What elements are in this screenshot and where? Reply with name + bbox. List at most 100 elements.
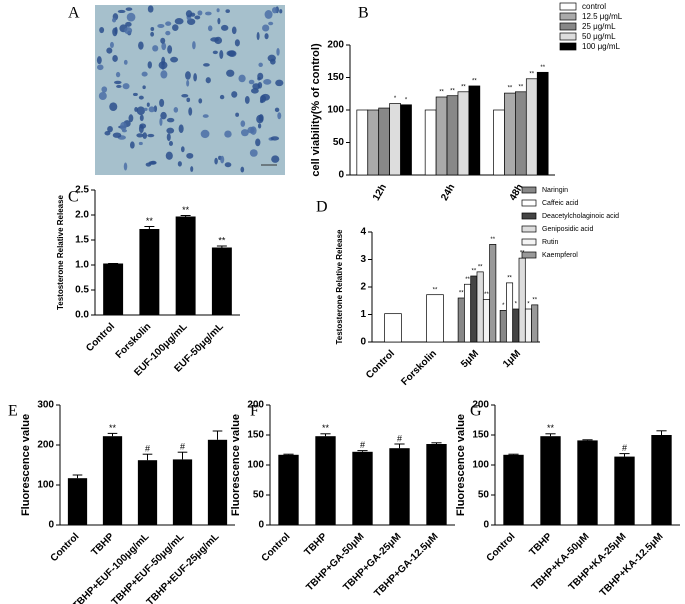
bar (614, 456, 635, 525)
x-tick-label: 1μM (501, 348, 523, 370)
bar (435, 96, 448, 176)
x-tick-label: 5μM (459, 348, 481, 370)
x-tick-label: TBHP (302, 531, 329, 558)
panel-label: E (8, 403, 18, 420)
y-tick-label: 200 (37, 440, 54, 451)
cell (120, 121, 127, 131)
y-tick-label: 3 (360, 254, 366, 265)
cell (122, 83, 130, 90)
x-tick-label: TBHP+KA-12.5μM (598, 531, 666, 599)
x-tick-label: Control (364, 348, 397, 381)
bar (384, 313, 402, 343)
y-tick-label: 0 (258, 520, 264, 531)
cell (210, 37, 219, 42)
significance-label: ** (218, 235, 226, 245)
cell (214, 157, 218, 165)
bar (389, 448, 410, 525)
y-axis-label: Testosterone Relative Release (335, 229, 344, 345)
legend-swatch (521, 212, 537, 220)
cell (264, 10, 273, 19)
cell (200, 129, 210, 139)
x-tick-label: Control (485, 531, 518, 564)
cell (198, 98, 203, 104)
cell (220, 24, 229, 31)
significance-label: * (502, 303, 505, 309)
significance-label: ** (182, 205, 190, 215)
significance-label: ** (490, 237, 495, 243)
cell (161, 42, 167, 51)
cell (224, 130, 232, 138)
legend-swatch (559, 12, 577, 21)
cell (193, 73, 197, 82)
cell (205, 11, 212, 16)
bar (426, 294, 444, 343)
y-tick-label: 150 (247, 430, 264, 441)
cell (123, 162, 128, 171)
cell (277, 112, 282, 120)
cell (202, 114, 209, 118)
significance-label: * (527, 302, 530, 308)
cell (172, 24, 179, 32)
cell (114, 80, 122, 85)
bar (540, 436, 561, 525)
legend-label: Caffeic acid (542, 200, 579, 207)
bar (476, 271, 484, 343)
cell (263, 79, 272, 85)
legend-label: control (582, 2, 606, 11)
bar (67, 478, 88, 525)
x-tick-label: Control (49, 531, 82, 564)
bar (446, 95, 459, 176)
cell (166, 133, 171, 141)
cell (159, 117, 163, 126)
legend-label: 12.5 μg/mL (582, 12, 623, 21)
cell (194, 15, 201, 20)
cell (106, 47, 113, 54)
cell (173, 106, 179, 113)
bar (175, 216, 196, 315)
y-tick-label: 50 (253, 490, 265, 501)
legend-swatch (521, 225, 537, 233)
bar (207, 439, 228, 525)
cell (96, 56, 102, 65)
cell (255, 138, 261, 147)
bar (536, 71, 549, 176)
legend-swatch (521, 251, 537, 259)
y-tick-label: 50 (478, 490, 490, 501)
panel-label: B (358, 5, 369, 22)
cell (160, 37, 166, 44)
significance-label: ** (472, 269, 477, 275)
cell (197, 10, 203, 16)
cell (267, 54, 276, 62)
cell (147, 133, 155, 138)
significance-label: ** (508, 86, 513, 92)
bar (489, 244, 497, 343)
legend-swatch (559, 22, 577, 31)
cell (112, 54, 118, 62)
legend-label: 25 μg/mL (582, 22, 616, 31)
significance-label: ** (507, 275, 512, 281)
legend-swatch (521, 199, 537, 207)
cell (109, 102, 118, 112)
cell (188, 107, 193, 116)
significance-label: * (394, 96, 397, 102)
y-tick-label: 2.5 (75, 185, 89, 196)
significance-label: ** (461, 84, 466, 90)
significance-label: ** (529, 71, 534, 77)
cell (268, 21, 274, 26)
legend-label: 100 μg/mL (582, 42, 621, 51)
x-tick-label: TBHP+GA-12.5μM (372, 531, 440, 599)
y-tick-label: 100 (247, 460, 264, 471)
panel-label: G (470, 403, 482, 420)
cell (256, 32, 260, 41)
cell (126, 12, 136, 22)
cell (271, 155, 280, 163)
bar (506, 282, 514, 343)
bar (424, 109, 437, 176)
bar (531, 304, 539, 343)
panel-label: D (316, 199, 328, 216)
bar (525, 78, 538, 176)
cell (258, 62, 263, 68)
cell (125, 21, 132, 27)
cell (249, 149, 258, 157)
